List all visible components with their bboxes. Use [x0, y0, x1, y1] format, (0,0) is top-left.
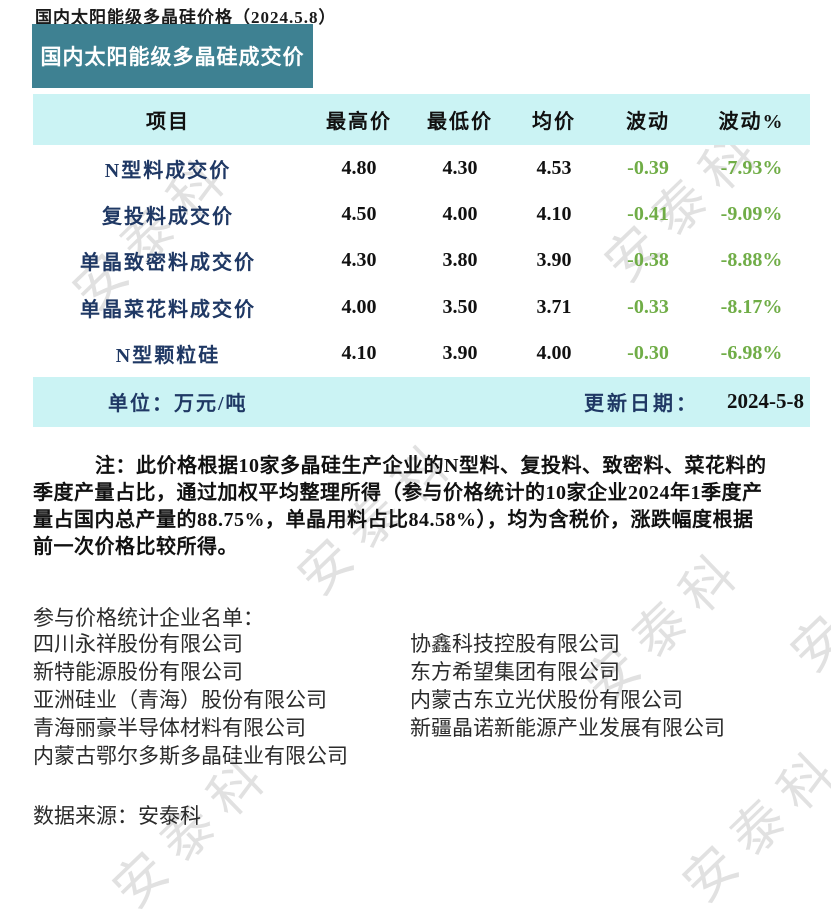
high-price: 4.80	[341, 156, 377, 179]
avg-price: 4.53	[536, 156, 572, 179]
update-date-group: 更新日期： 2024-5-8	[584, 387, 804, 416]
watermark-antaike: 安泰科	[673, 735, 831, 914]
companies-right-column: 协鑫科技控股有限公司 东方希望集团有限公司 内蒙古东立光伏股份有限公司 新疆晶诺…	[410, 630, 725, 742]
companies-heading: 参与价格统计企业名单：	[33, 606, 264, 630]
high-price: 4.50	[341, 203, 377, 226]
note-line: 量占国内总产量的88.75%，单晶用料占比84.58%），均为含税价，涨跌幅度根…	[33, 509, 754, 531]
table-row: 单晶致密料成交价 4.30 3.80 3.90 -0.38 -8.88%	[33, 238, 810, 284]
change-value: -0.33	[627, 295, 669, 318]
company-name: 新疆晶诺新能源产业发展有限公司	[410, 716, 725, 740]
column-header-low: 最低价	[427, 111, 493, 133]
table-row: 单晶菜花料成交价 4.00 3.50 3.71 -0.33 -8.17%	[33, 284, 810, 330]
company-name: 新特能源股份有限公司	[33, 660, 243, 684]
avg-price: 4.00	[536, 342, 572, 365]
low-price: 3.50	[442, 295, 478, 318]
page-title: 国内太阳能级多晶硅价格（2024.5.8）	[35, 8, 337, 27]
table-row: 复投料成交价 4.50 4.00 4.10 -0.41 -9.09%	[33, 191, 810, 237]
company-name: 协鑫科技控股有限公司	[410, 632, 620, 656]
table-row: N型颗粒硅 4.10 3.90 4.00 -0.30 -6.98%	[33, 331, 810, 377]
high-price: 4.10	[341, 342, 377, 365]
change-value: -0.30	[627, 342, 669, 365]
change-percent: -9.09%	[720, 203, 783, 226]
row-label: 复投料成交价	[102, 206, 234, 229]
row-label: N型料成交价	[104, 159, 232, 182]
change-value: -0.39	[627, 156, 669, 179]
companies-left-column: 四川永祥股份有限公司 新特能源股份有限公司 亚洲硅业（青海）股份有限公司 青海丽…	[33, 630, 348, 770]
change-percent: -6.98%	[720, 342, 783, 365]
avg-price: 3.71	[536, 295, 572, 318]
company-name: 青海丽豪半导体材料有限公司	[33, 716, 306, 740]
change-percent: -8.88%	[720, 249, 783, 272]
column-header-high: 最高价	[326, 111, 392, 133]
low-price: 4.00	[442, 203, 478, 226]
unit-label: 单位：万元/吨	[108, 393, 248, 416]
column-header-change-pct: 波动%	[718, 111, 785, 133]
row-label: 单晶菜花料成交价	[80, 298, 256, 321]
company-name: 四川永祥股份有限公司	[33, 632, 243, 656]
row-label: 单晶致密料成交价	[80, 252, 256, 275]
note-paragraph: 注：此价格根据10家多晶硅生产企业的N型料、复投料、致密料、菜花料的 季度产量占…	[33, 453, 823, 561]
company-name: 内蒙古东立光伏股份有限公司	[410, 688, 683, 712]
note-line: 季度产量占比，通过加权平均整理所得（参与价格统计的10家企业2024年1季度产	[33, 482, 763, 504]
update-date-label: 更新日期：	[584, 393, 699, 416]
column-header-avg: 均价	[532, 111, 576, 133]
banner-title: 国内太阳能级多晶硅成交价	[40, 45, 305, 69]
change-value: -0.41	[627, 203, 669, 226]
data-source: 数据来源：安泰科	[33, 804, 201, 828]
change-percent: -7.93%	[720, 156, 783, 179]
avg-price: 4.10	[536, 203, 572, 226]
table-footer-row: 单位：万元/吨 更新日期： 2024-5-8	[33, 376, 810, 427]
column-header-change: 波动	[626, 111, 670, 133]
change-percent: -8.17%	[720, 295, 783, 318]
note-line: 前一次价格比较所得。	[33, 536, 238, 558]
high-price: 4.30	[341, 249, 377, 272]
company-name: 亚洲硅业（青海）股份有限公司	[33, 688, 327, 712]
high-price: 4.00	[341, 295, 377, 318]
update-date-value: 2024-5-8	[727, 389, 804, 414]
avg-price: 3.90	[536, 249, 572, 272]
table-row: N型料成交价 4.80 4.30 4.53 -0.39 -7.93%	[33, 145, 810, 191]
company-name: 内蒙古鄂尔多斯多晶硅业有限公司	[33, 744, 348, 768]
low-price: 3.80	[442, 249, 478, 272]
row-label: N型颗粒硅	[115, 345, 221, 368]
change-value: -0.38	[627, 249, 669, 272]
company-name: 东方希望集团有限公司	[410, 660, 620, 684]
table-header-row: 项目 最高价 最低价 均价 波动 波动%	[33, 94, 810, 145]
low-price: 3.90	[442, 342, 478, 365]
note-line: 注：此价格根据10家多晶硅生产企业的N型料、复投料、致密料、菜花料的	[95, 455, 767, 477]
low-price: 4.30	[442, 156, 478, 179]
column-header-item: 项目	[146, 111, 190, 133]
section-banner: 国内太阳能级多晶硅成交价	[32, 24, 313, 88]
price-table: 项目 最高价 最低价 均价 波动 波动% N型料成交价 4.80 4.30 4.…	[33, 94, 810, 427]
